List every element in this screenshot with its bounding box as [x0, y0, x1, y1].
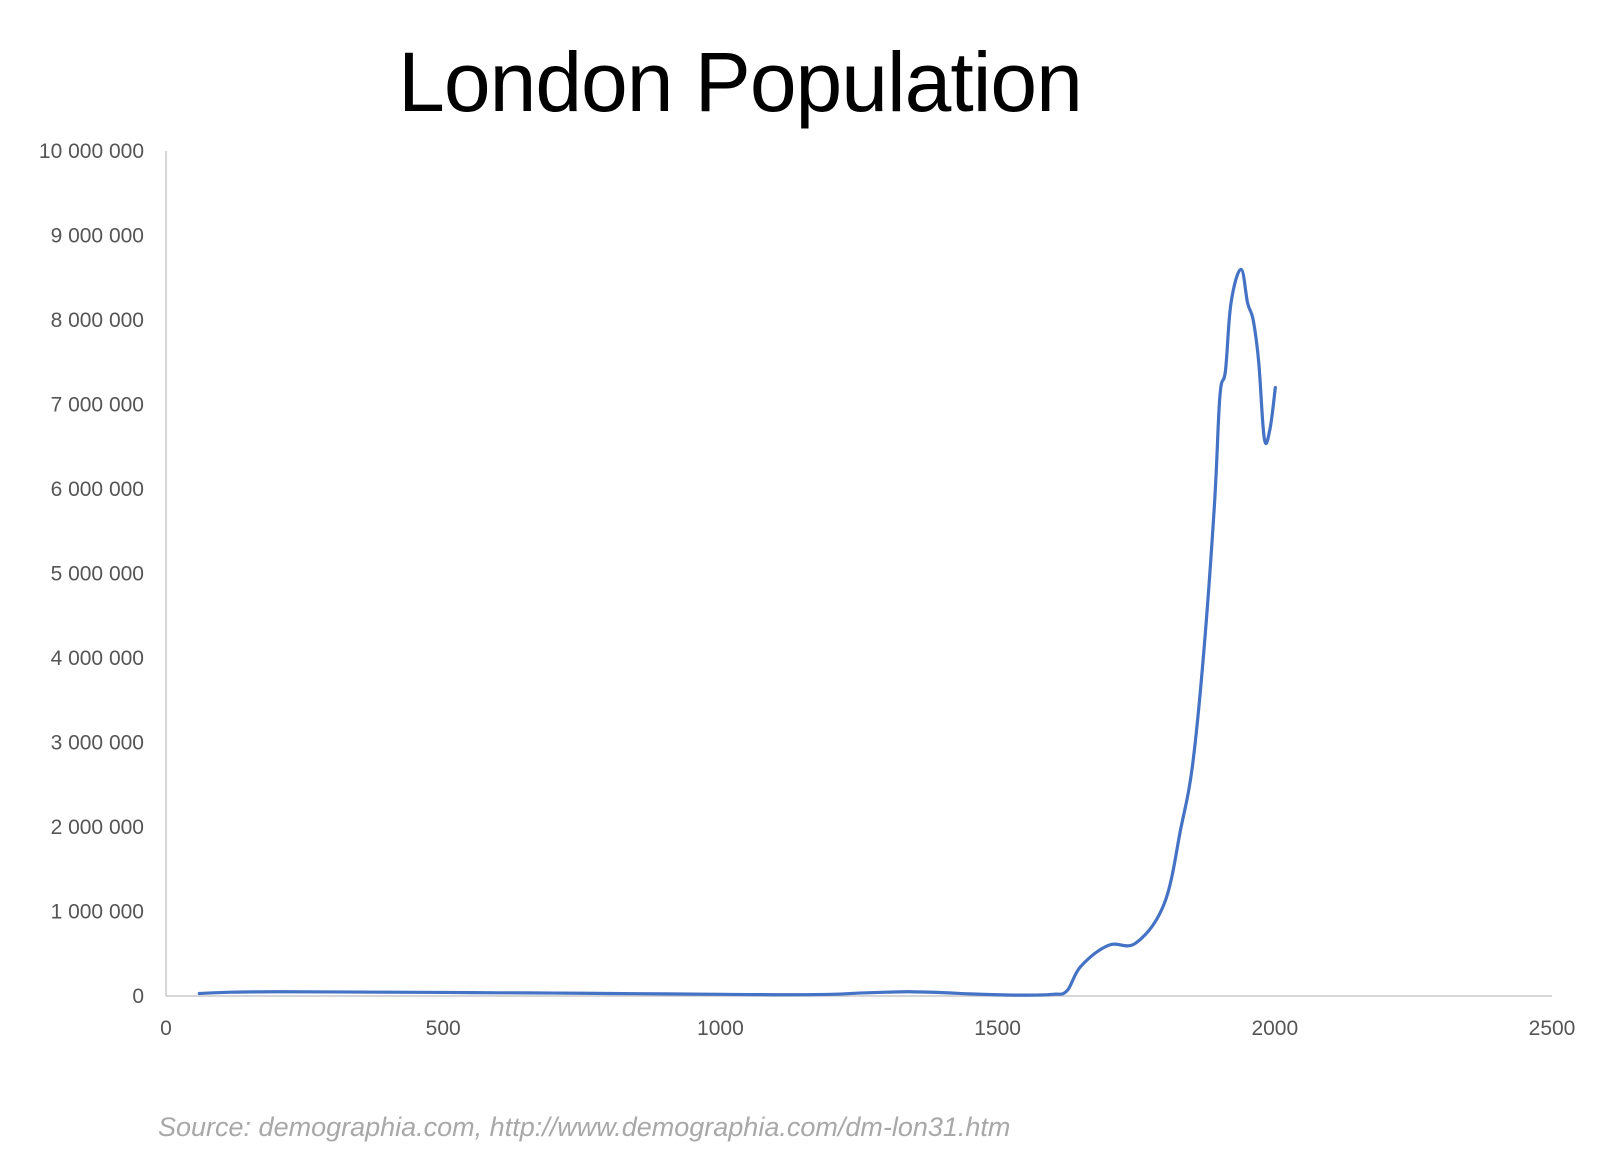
- x-tick-label: 0: [160, 1017, 172, 1040]
- axes: [165, 151, 1552, 997]
- y-tick-label: 2 000 000: [51, 816, 144, 839]
- tick-labels: 0 1 000 000 2 000 000 3 000 000 4 000 000 5 0…: [39, 140, 1575, 1040]
- y-tick-label: 4 000 000: [51, 647, 144, 670]
- y-tick-label: 3 000 000: [51, 732, 144, 755]
- series-layer: [197, 267, 1277, 997]
- x-tick-label: 1000: [697, 1017, 744, 1040]
- series-line-population: [197, 267, 1277, 997]
- x-tick-label: 1500: [974, 1017, 1021, 1040]
- y-tick-label: 5 000 000: [51, 563, 144, 586]
- y-tick-label: 7 000 000: [51, 394, 144, 417]
- source-note: Source: demographia.com, http://www.demo…: [158, 1112, 1011, 1142]
- x-tick-label: 2000: [1251, 1017, 1298, 1040]
- y-tick-label: 6 000 000: [51, 478, 144, 501]
- y-tick-label: 8 000 000: [51, 309, 144, 332]
- chart-title: London Population: [398, 35, 1083, 129]
- y-tick-label: 10 000 000: [39, 140, 144, 163]
- x-tick-label: 500: [426, 1017, 461, 1040]
- x-tick-label: 2500: [1529, 1017, 1576, 1040]
- y-tick-label: 0: [132, 985, 144, 1008]
- y-tick-label: 1 000 000: [51, 901, 144, 924]
- y-tick-label: 9 000 000: [51, 225, 144, 248]
